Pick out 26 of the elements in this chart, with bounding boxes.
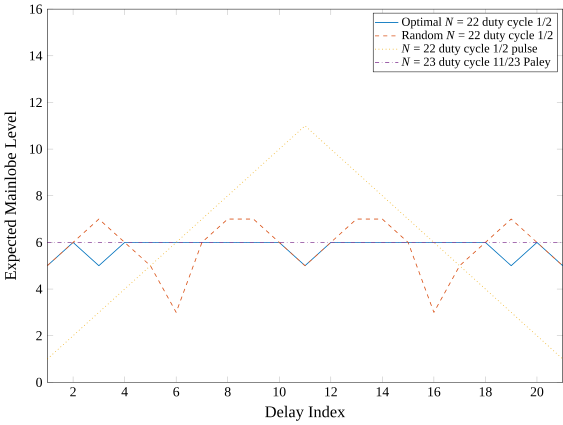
y-tick-label: 12: [30, 98, 42, 107]
x-tick-label: 16: [428, 387, 440, 396]
x-tick-label: 14: [376, 387, 389, 396]
x-tick-label: 8: [224, 387, 231, 396]
y-tick-label: 14: [30, 51, 42, 60]
y-tick-label: 8: [36, 190, 42, 200]
x-tick-label: 2: [70, 387, 76, 396]
y-tick-label: 6: [36, 238, 42, 247]
legend-label: N = 22 duty cycle 1/2 pulse: [401, 44, 538, 55]
line-series: [47, 218, 563, 313]
legend-label: Optimal N = 22 duty cycle 1/2: [402, 17, 552, 28]
x-tick-label: 10: [274, 387, 286, 396]
legend-label: Random N = 22 duty cycle 1/2: [402, 30, 553, 42]
x-tick-label: 18: [480, 387, 492, 396]
x-tick-label: 4: [121, 387, 128, 396]
y-tick-label: 16: [30, 4, 42, 14]
legend-label: N = 23 duty cycle 11/23 Paley: [401, 57, 551, 68]
x-tick-label: 6: [173, 387, 180, 396]
y-axis-title: Expected Mainlobe Level: [4, 111, 20, 280]
y-tick-label: 10: [30, 144, 42, 154]
x-axis-title: Delay Index: [265, 406, 346, 421]
x-tick-label: 12: [325, 387, 337, 396]
y-tick-label: 0: [36, 378, 42, 387]
y-tick-label: 4: [36, 284, 42, 294]
x-tick-label: 20: [530, 387, 544, 396]
y-tick-label: 2: [36, 331, 42, 340]
